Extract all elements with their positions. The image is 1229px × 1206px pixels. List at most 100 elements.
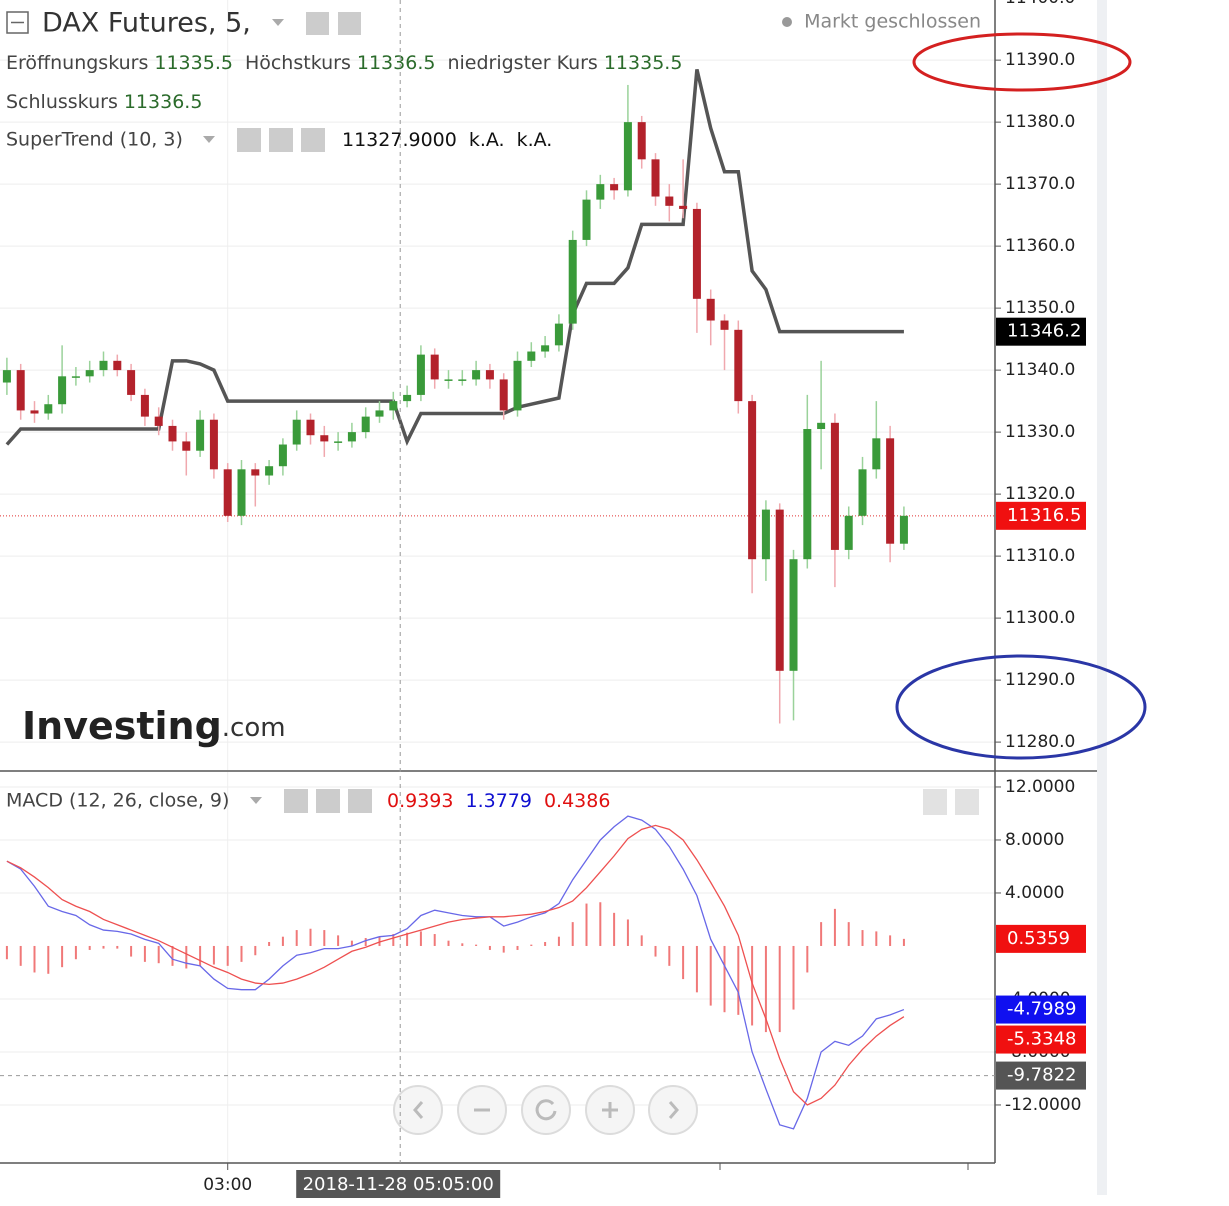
eye-icon[interactable] — [306, 12, 329, 35]
candle-body — [278, 444, 287, 467]
histogram-bar — [889, 935, 892, 946]
eye-icon[interactable] — [237, 128, 261, 152]
dropdown-caret[interactable] — [250, 797, 262, 804]
scrollbar — [1097, 0, 1107, 1195]
settings-icon[interactable] — [269, 128, 293, 152]
candle-body — [30, 410, 39, 414]
candle-body — [71, 376, 80, 378]
histogram-bar — [502, 945, 505, 953]
dropdown-caret[interactable] — [272, 19, 284, 26]
histogram-bar — [295, 930, 298, 946]
histogram-bar — [640, 935, 643, 946]
histogram-bar — [847, 922, 850, 946]
histogram-bar — [751, 945, 754, 1026]
price-grid — [0, 0, 995, 770]
indicator-value: 11327.9000 — [342, 129, 457, 151]
y-tick-label: 11280.0 — [1005, 732, 1075, 752]
histogram-bar — [33, 945, 36, 973]
candle-body — [789, 559, 798, 671]
candle-body — [679, 205, 688, 209]
histogram-bar — [516, 945, 519, 950]
candle-body — [610, 184, 619, 191]
candle-body — [734, 329, 743, 402]
candle-body — [775, 509, 784, 671]
candle-body — [568, 239, 577, 324]
price-tag: -5.3348 — [1007, 1029, 1076, 1050]
candle-body — [430, 354, 439, 380]
macd-title: MACD (12, 26, close, 9) — [6, 790, 229, 812]
candle-body — [596, 184, 605, 200]
y-tick-label: 8.0000 — [1005, 830, 1064, 850]
histogram-bar — [392, 934, 395, 946]
move-up-icon[interactable] — [923, 789, 947, 815]
y-tick-label: -12.0000 — [1005, 1095, 1081, 1115]
close-icon[interactable] — [301, 128, 325, 152]
histogram-bar — [116, 945, 119, 949]
crosshair-time-label: 2018-11-28 05:05:00 — [303, 1174, 494, 1195]
dropdown-caret[interactable] — [203, 136, 215, 143]
histogram-bar — [902, 938, 905, 946]
y-tick-label: 11350.0 — [1005, 298, 1075, 318]
histogram-bar — [74, 945, 77, 960]
candle-body — [858, 469, 867, 516]
red-ellipse-annotation — [912, 32, 1132, 92]
histogram-bar — [709, 945, 712, 1006]
candle-body — [899, 515, 908, 544]
candle-body — [830, 422, 839, 550]
candle-body — [513, 360, 522, 411]
candle-body — [472, 370, 481, 380]
close-icon[interactable] — [348, 789, 372, 813]
histogram-bar — [778, 945, 781, 1033]
histogram-bar — [309, 928, 312, 946]
candle-body — [237, 469, 246, 516]
collapse-icon[interactable] — [6, 11, 29, 34]
candle-body — [554, 323, 563, 346]
settings-icon[interactable] — [316, 789, 340, 813]
indicator-value: k.A. — [517, 129, 553, 151]
chart-title: DAX Futures, 5, — [42, 8, 251, 39]
scroll-right-button[interactable] — [648, 1085, 698, 1135]
histogram-bar — [433, 934, 436, 946]
ohlc-legend: Schlusskurs 11336.5 — [6, 91, 202, 113]
reset-button[interactable] — [521, 1085, 571, 1135]
histogram-bar — [171, 945, 174, 966]
ohlc-value: 11335.5 — [154, 52, 233, 74]
macd-value: 1.3779 — [465, 790, 531, 812]
candle-body — [761, 509, 770, 560]
candle-body — [803, 429, 812, 560]
histogram-bar — [585, 903, 588, 946]
blue-ellipse-annotation — [895, 654, 1147, 760]
candle-body — [251, 469, 260, 476]
maximize-icon[interactable] — [955, 789, 979, 815]
candle-body — [527, 351, 536, 361]
candle-body — [886, 438, 895, 544]
histogram-bar — [47, 945, 50, 974]
price-tag: -9.7822 — [1007, 1065, 1076, 1086]
histogram-bar — [281, 936, 284, 946]
glyph — [413, 1101, 424, 1119]
histogram-bar — [861, 930, 864, 946]
candle-body — [306, 419, 315, 436]
histogram-bar — [350, 940, 353, 946]
price-tag: 11316.5 — [1007, 505, 1081, 526]
eye-icon[interactable] — [284, 789, 308, 813]
glyph — [668, 1101, 679, 1119]
price-plot — [0, 69, 995, 724]
candle-body — [665, 196, 674, 206]
y-tick-label: 11290.0 — [1005, 670, 1075, 690]
y-tick-label: 11300.0 — [1005, 608, 1075, 628]
scroll-left-button[interactable] — [393, 1085, 443, 1135]
candle-body — [485, 370, 494, 380]
histogram-bar — [475, 944, 478, 946]
y-tick-label: 11380.0 — [1005, 112, 1075, 132]
histogram-bar — [212, 945, 215, 965]
candle-body — [444, 379, 453, 381]
candle-body — [85, 370, 94, 377]
candle-body — [389, 401, 398, 411]
candle-body — [637, 122, 646, 160]
price-tag: 0.5359 — [1007, 928, 1070, 949]
ohlc-label: niedrigster Kurs — [447, 52, 597, 74]
y-tick-label: 11330.0 — [1005, 422, 1075, 442]
histogram-bar — [833, 908, 836, 946]
settings-icon[interactable] — [338, 12, 361, 35]
